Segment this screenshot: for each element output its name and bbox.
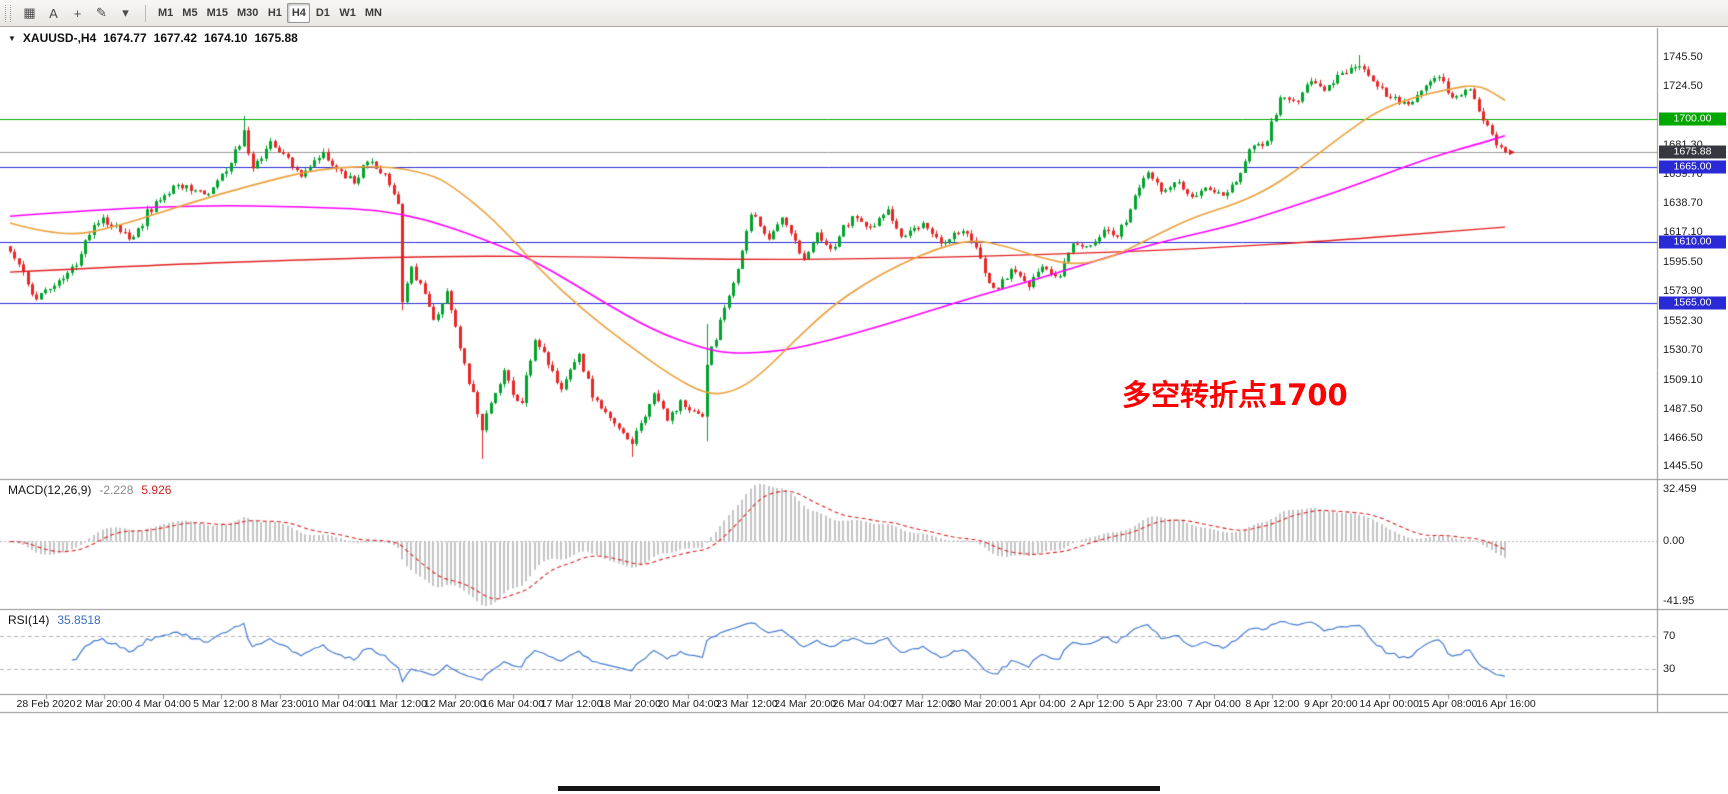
time-axis-label: 8 Mar 23:00 [251, 698, 308, 710]
current-price-badge: 1675.88 [1659, 145, 1726, 159]
time-axis-label: 7 Apr 04:00 [1187, 698, 1241, 710]
macd-indicator-header: MACD(12,26,9) -2.228 5.926 [8, 483, 171, 497]
chart-ohlc-header: ▼ XAUUSD-,H4 1674.77 1677.42 1674.10 167… [8, 31, 298, 45]
timeframe-button-group: M1 M5 M15 M30 H1 H4 D1 W1 MN [154, 3, 386, 23]
toolbar-icon-group: ▦ A + ✎ ▾ [18, 3, 137, 23]
bottom-black-bar [558, 786, 1160, 791]
timeframe-button-mn[interactable]: MN [361, 3, 386, 23]
rsi-level-label: 30 [1663, 662, 1676, 675]
time-axis-label: 1 Apr 04:00 [1011, 698, 1066, 710]
time-axis-label: 20 Mar 04:00 [657, 698, 720, 710]
ohlc-open: 1674.77 [103, 31, 147, 45]
chart-annotation-text: 多空转折点1700 [1122, 378, 1348, 412]
price-axis-label: 1530.70 [1663, 344, 1703, 357]
timeframe-button-m30[interactable]: M30 [233, 3, 262, 23]
rsi-label: RSI(14) [8, 613, 50, 627]
time-axis-label: 17 Mar 12:00 [540, 698, 603, 710]
time-axis-label: 26 Mar 04:00 [832, 698, 895, 710]
charts-grid-icon[interactable]: ▦ [18, 3, 41, 23]
macd-signal-value: 5.926 [141, 483, 172, 497]
timeframe-button-d1[interactable]: D1 [311, 3, 334, 23]
rsi-indicator-header: RSI(14) 35.8518 [8, 613, 101, 627]
timeframe-button-h4[interactable]: H4 [287, 3, 311, 23]
rsi-value: 35.8518 [57, 613, 101, 627]
ohlc-low: 1674.10 [204, 31, 248, 45]
hline-price-badge[interactable]: 1700.00 [1659, 112, 1726, 126]
time-axis-label: 4 Mar 04:00 [134, 698, 191, 710]
time-axis-label: 27 Mar 12:00 [891, 698, 953, 710]
timeframe-button-h1[interactable]: H1 [263, 3, 286, 23]
time-axis-label: 5 Mar 12:00 [193, 698, 250, 710]
time-axis-label: 16 Apr 16:00 [1476, 698, 1536, 710]
price-axis-label: 1552.30 [1663, 314, 1703, 327]
price-axis-label: 1487.50 [1663, 403, 1703, 416]
time-axis-label: 11 Mar 12:00 [365, 698, 427, 710]
time-axis-label: 8 Apr 12:00 [1245, 698, 1300, 710]
price-axis-label: 1595.50 [1663, 255, 1703, 268]
hline-price-badge[interactable]: 1565.00 [1659, 296, 1726, 310]
price-axis-label: 1638.70 [1663, 196, 1703, 209]
price-axis-label: 1617.10 [1663, 226, 1703, 239]
price-axis-label: 1724.50 [1663, 79, 1703, 92]
rsi-level-label: 70 [1663, 630, 1676, 643]
ohlc-high: 1677.42 [153, 31, 198, 45]
dropdown-arrow-icon[interactable]: ▾ [114, 3, 137, 23]
draw-tools-icon[interactable]: ✎ [90, 3, 113, 23]
time-axis-label: 15 Apr 08:00 [1417, 698, 1478, 710]
macd-axis-label-max: 32.459 [1663, 483, 1697, 495]
price-axis-label: 1745.50 [1663, 51, 1703, 64]
symbol-dropdown-icon[interactable]: ▼ [8, 33, 16, 43]
price-axis-label: 1509.10 [1663, 373, 1703, 386]
price-axis-label: 1445.50 [1663, 460, 1703, 473]
ohlc-close: 1675.88 [254, 31, 298, 45]
time-axis-label: 5 Apr 23:00 [1128, 698, 1183, 710]
time-axis-label: 12 Mar 20:00 [423, 698, 486, 710]
macd-axis-label-min: -41.95 [1663, 595, 1695, 607]
time-axis-label: 16 Mar 04:00 [482, 698, 545, 710]
time-axis-label: 2 Mar 20:00 [76, 698, 133, 710]
crosshair-icon[interactable]: + [66, 3, 89, 23]
timeframe-button-m1[interactable]: M1 [154, 3, 177, 23]
price-axis-label: 1466.50 [1663, 431, 1703, 444]
timeframe-button-m15[interactable]: M15 [203, 3, 232, 23]
time-axis-label: 14 Apr 00:00 [1359, 698, 1419, 710]
time-axis-label: 2 Apr 12:00 [1070, 698, 1125, 710]
time-axis-label: 28 Feb 2020 [16, 698, 76, 710]
toolbar-separator [145, 4, 146, 22]
time-axis-label: 30 Mar 20:00 [949, 698, 1012, 710]
price-axis-label: 1573.90 [1663, 285, 1703, 298]
time-axis-label: 18 Mar 20:00 [599, 698, 661, 710]
time-axis-label: 24 Mar 20:00 [774, 698, 837, 710]
top-toolbar: ▦ A + ✎ ▾ M1 M5 M15 M30 H1 H4 D1 W1 MN [0, 0, 1728, 27]
macd-axis-label-zero: 0.00 [1663, 535, 1685, 548]
macd-label: MACD(12,26,9) [8, 483, 92, 497]
time-axis-label: 23 Mar 12:00 [715, 698, 778, 710]
time-axis-label: 9 Apr 20:00 [1303, 698, 1358, 710]
timeframe-button-m5[interactable]: M5 [178, 3, 201, 23]
time-axis-label: 10 Mar 04:00 [307, 698, 369, 710]
toolbar-grip[interactable] [5, 4, 11, 22]
hline-price-badge[interactable]: 1665.00 [1659, 160, 1726, 174]
cursor-icon[interactable]: A [42, 3, 65, 23]
hline-price-badge[interactable]: 1610.00 [1659, 235, 1726, 249]
symbol-name: XAUUSD-,H4 [22, 31, 97, 45]
macd-main-value: -2.228 [99, 483, 134, 497]
timeframe-button-w1[interactable]: W1 [335, 3, 360, 23]
